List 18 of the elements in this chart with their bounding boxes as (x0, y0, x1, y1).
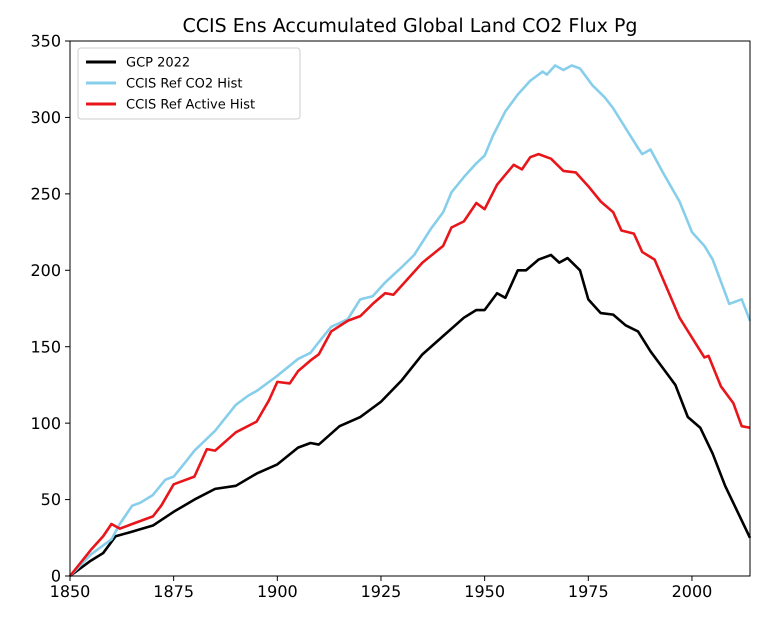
chart-title: CCIS Ens Accumulated Global Land CO2 Flux Pg (182, 15, 638, 37)
y-tick-label: 50 (40, 490, 61, 510)
x-tick-label: 1950 (464, 582, 505, 601)
x-tick-label: 1975 (568, 582, 609, 601)
x-tick-label: 2000 (672, 582, 712, 601)
y-tick-label: 350 (30, 32, 61, 51)
legend-label: GCP 2022 (126, 56, 190, 71)
x-tick-label: 1875 (153, 582, 194, 601)
y-tick-label: 200 (30, 260, 61, 280)
x-tick-label: 1925 (360, 582, 402, 601)
line-series (68, 152, 752, 578)
legend-label: CCIS Ref Active Hist (126, 98, 256, 113)
y-tick-label: 250 (30, 184, 61, 204)
y-tick-label: 300 (30, 108, 61, 128)
y-tick-label: 150 (30, 337, 61, 356)
x-tick-label: 1900 (256, 582, 298, 601)
legend-label: CCIS Ref CO2 Hist (126, 76, 242, 92)
y-tick-label: 100 (30, 414, 61, 433)
